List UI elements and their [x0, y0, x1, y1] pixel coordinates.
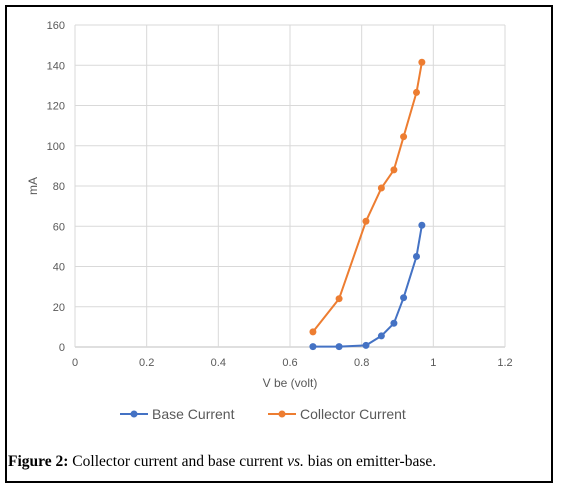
- data-point-base-current: [390, 319, 398, 327]
- x-tick-label: 1: [430, 357, 436, 369]
- series-line-collector-current: [312, 62, 423, 333]
- y-tick-label: 60: [53, 221, 65, 233]
- x-tick-label: 1.2: [497, 357, 512, 369]
- legend-entry-collector-current: Collector Current: [268, 406, 406, 422]
- data-point-collector-current: [418, 58, 426, 66]
- data-point-collector-current: [412, 88, 420, 96]
- y-tick-label: 160: [47, 20, 65, 32]
- data-point-base-current: [418, 221, 426, 229]
- data-point-collector-current: [377, 184, 385, 192]
- figure-frame: [5, 5, 553, 483]
- data-point-base-current: [309, 343, 317, 351]
- x-tick-label: 0.8: [354, 357, 369, 369]
- series-base-current: [309, 221, 426, 351]
- data-point-collector-current: [390, 166, 398, 174]
- caption-vs: vs.: [287, 453, 304, 470]
- x-tick-label: 0.6: [282, 357, 297, 369]
- y-tick-label: 120: [47, 101, 65, 113]
- caption-text-after: bias on emitter-base.: [307, 453, 437, 470]
- legend-label: Base Current: [152, 406, 235, 422]
- series-line-base-current: [312, 225, 423, 348]
- x-tick-label: 0: [72, 357, 78, 369]
- y-tick-label: 80: [53, 181, 65, 193]
- grid: [74, 24, 506, 348]
- x-tick-label: 0.2: [139, 357, 154, 369]
- caption-text-before: Collector current and base current: [72, 453, 284, 470]
- series-collector-current: [309, 58, 426, 336]
- data-point-base-current: [412, 252, 420, 260]
- y-axis-ticks: 0 20 40 60 80 100 120 140 160: [47, 20, 65, 354]
- data-point-collector-current: [335, 295, 343, 303]
- x-axis-label: V be (volt): [263, 376, 318, 390]
- data-point-collector-current: [400, 133, 408, 141]
- legend-swatch-marker: [278, 410, 286, 418]
- x-tick-label: 0.4: [211, 357, 226, 369]
- y-tick-label: 20: [53, 302, 65, 314]
- data-point-base-current: [335, 343, 343, 351]
- data-point-base-current: [362, 341, 370, 349]
- figure-caption: Figure 2: Collector current and base cur…: [8, 453, 548, 471]
- data-point-collector-current: [362, 217, 370, 225]
- y-axis-label: mA: [26, 177, 40, 195]
- legend-swatch-marker: [130, 410, 138, 418]
- caption-label: Figure 2:: [8, 453, 69, 470]
- data-point-base-current: [377, 332, 385, 340]
- y-tick-label: 0: [59, 342, 65, 354]
- x-axis-ticks: 0 0.2 0.4 0.6 0.8 1 1.2: [72, 357, 513, 369]
- y-tick-label: 40: [53, 262, 65, 274]
- y-tick-label: 140: [47, 60, 65, 72]
- series-layer: [309, 58, 426, 351]
- y-tick-label: 100: [47, 141, 65, 153]
- data-point-collector-current: [309, 328, 317, 336]
- legend-label: Collector Current: [300, 406, 406, 422]
- legend: Base Current Collector Current: [120, 406, 406, 422]
- legend-entry-base-current: Base Current: [120, 406, 235, 422]
- chart: 0 0.2 0.4 0.6 0.8 1 1.2 020406080100120140160 …: [26, 20, 513, 422]
- data-point-base-current: [400, 294, 408, 302]
